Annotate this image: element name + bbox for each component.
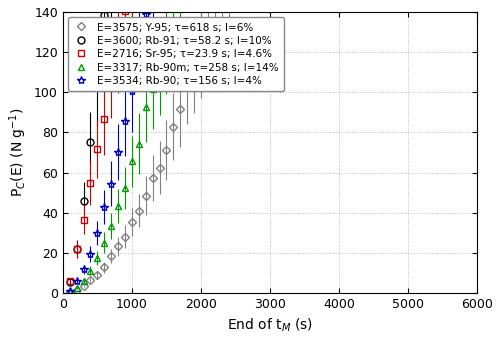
Legend: E=3575; Y-95; τ=618 s; I=6%, E=3600; Rb-91; τ=58.2 s; I=10%, E=2716; Sr-95; τ=23: E=3575; Y-95; τ=618 s; I=6%, E=3600; Rb-… xyxy=(68,17,284,91)
X-axis label: End of t$_M$ (s): End of t$_M$ (s) xyxy=(227,317,313,334)
Y-axis label: P$_C$(E) (N g$^{-1}$): P$_C$(E) (N g$^{-1}$) xyxy=(7,108,28,197)
